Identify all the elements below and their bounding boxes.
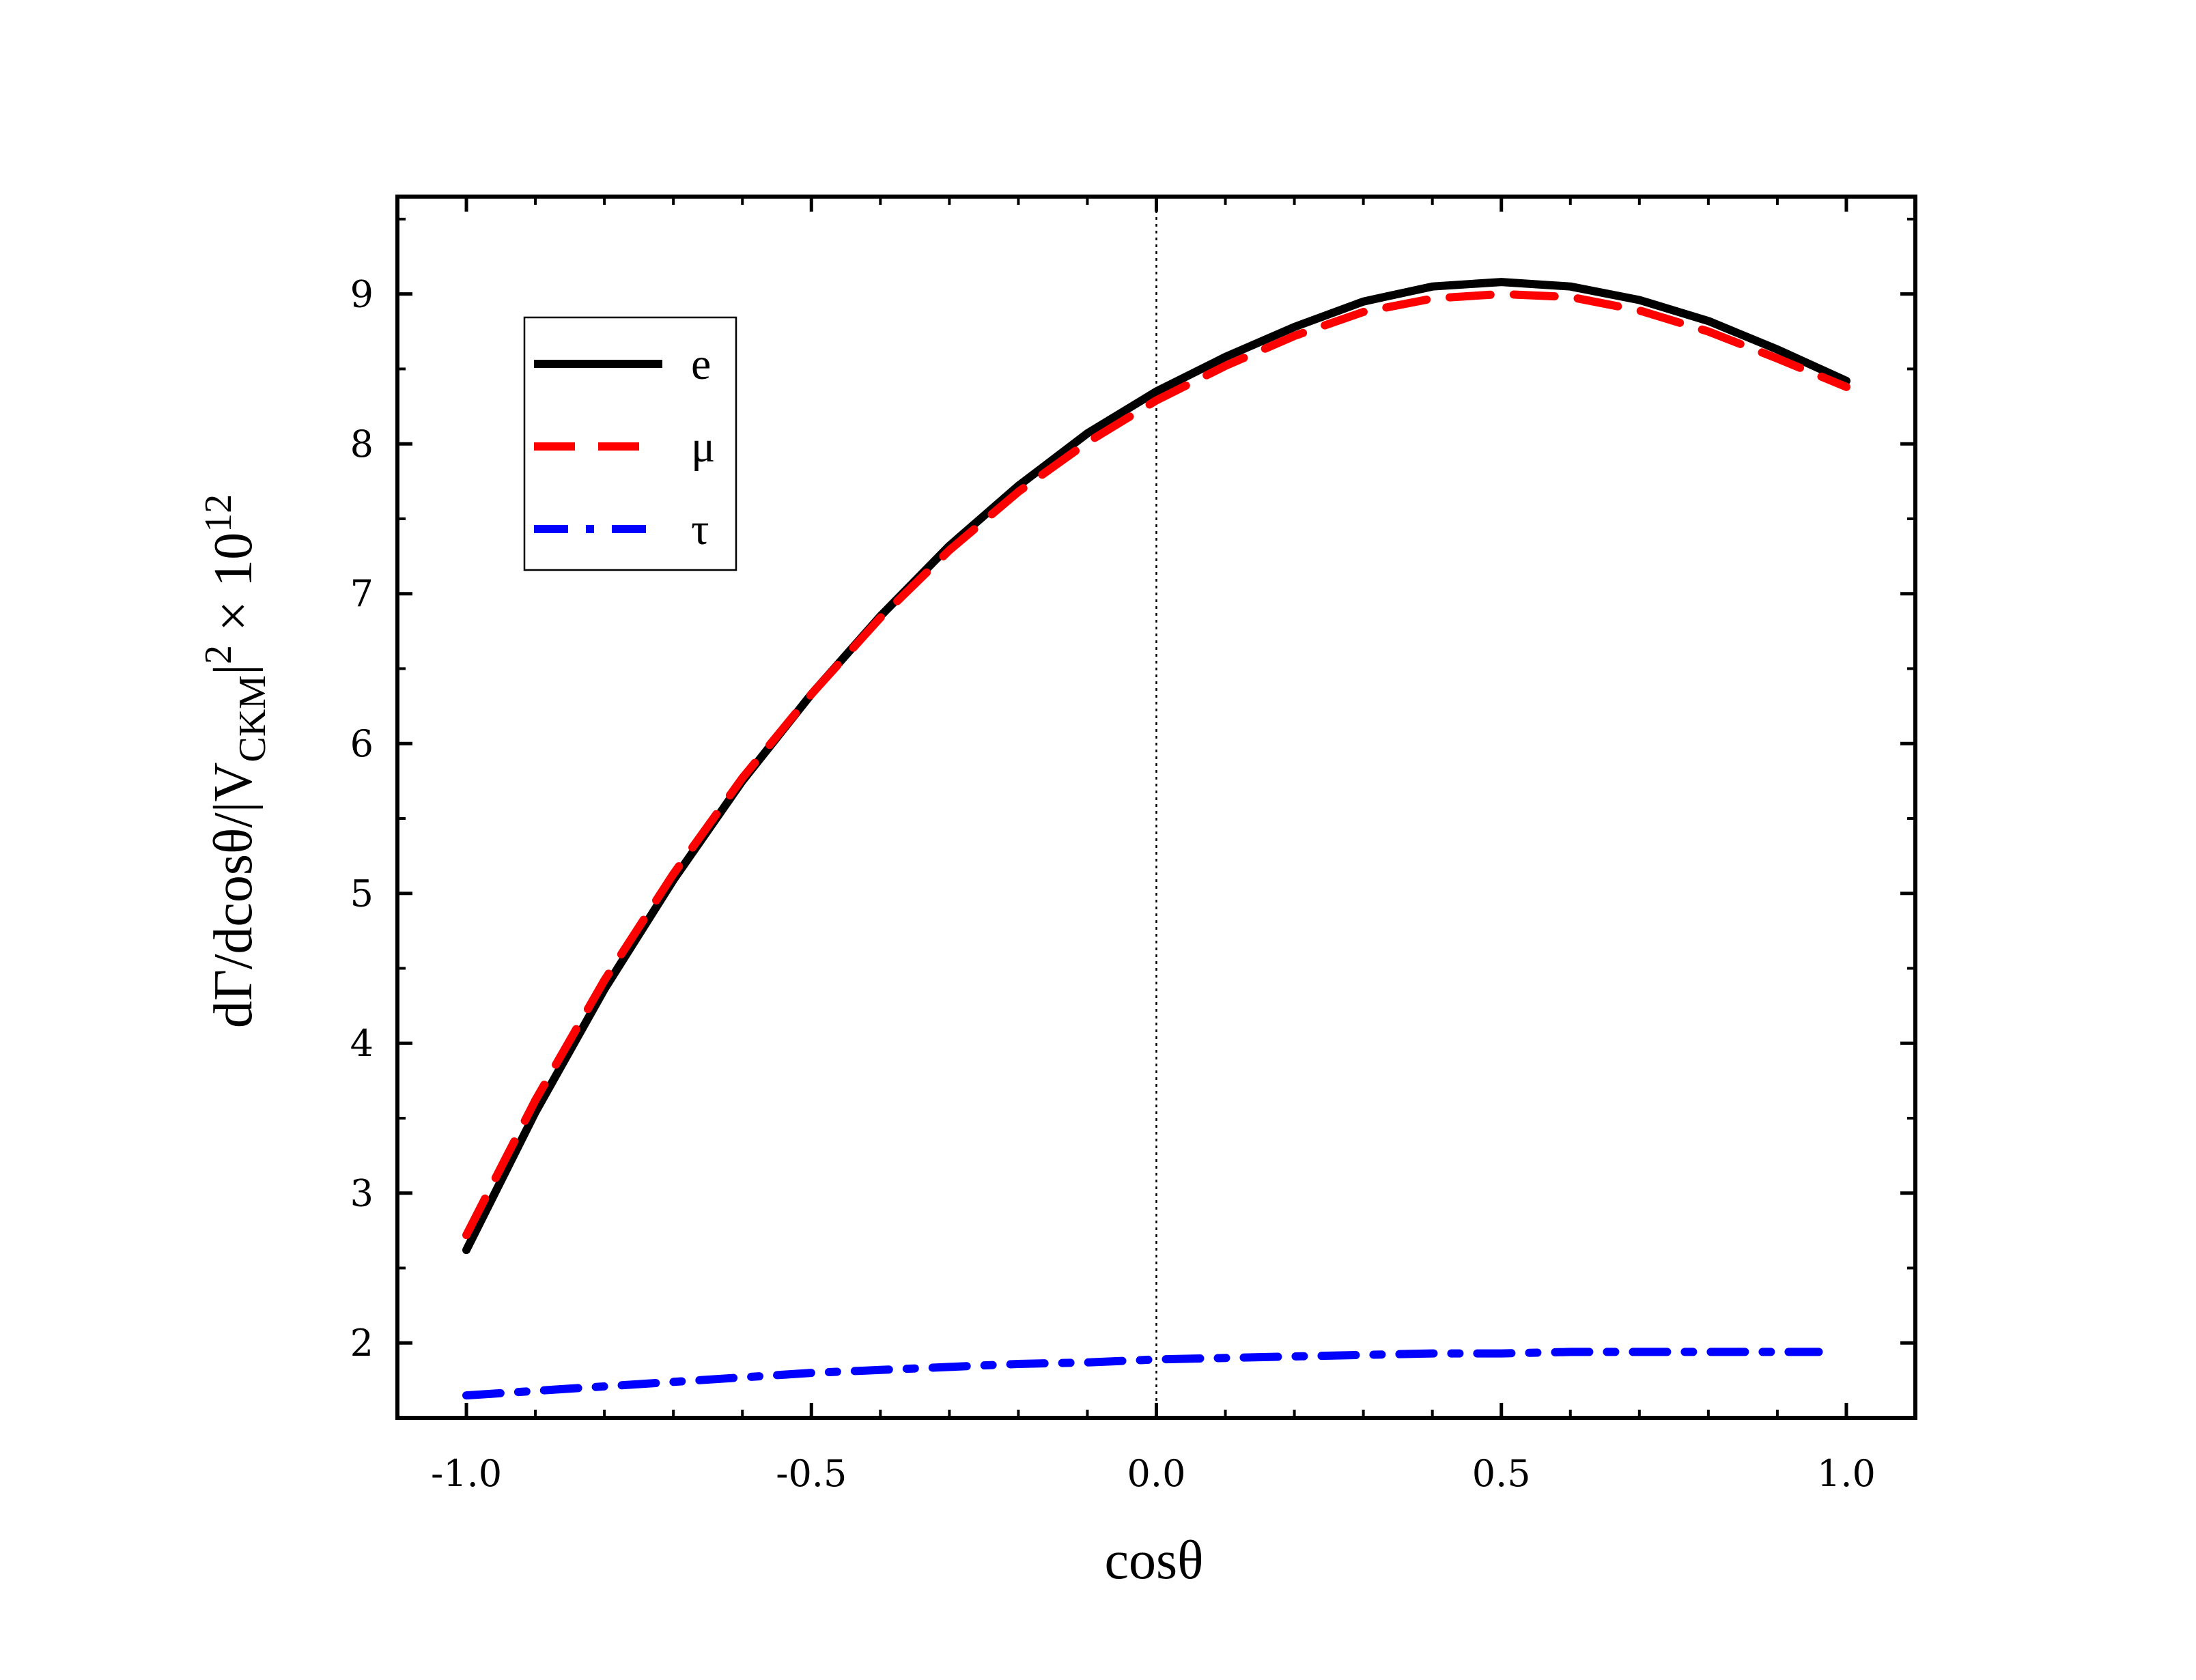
y-tick-label: 5	[350, 872, 374, 915]
y-tick-label: 6	[350, 722, 374, 765]
plot-area	[395, 195, 1917, 1420]
y-tick-labels: 2 3 4 5 6 7 8 9	[350, 273, 374, 1365]
x-tick-label: 0.5	[1472, 1452, 1531, 1495]
x-tick-label: 0.0	[1127, 1452, 1186, 1495]
y-tick-label: 7	[350, 573, 374, 616]
series-layer	[462, 278, 1850, 1400]
y-axis-title-times: × 10	[203, 532, 264, 645]
series-line-2	[462, 289, 1850, 1240]
series-line-3	[462, 1348, 1823, 1400]
y-axis-title-sub: CKM	[231, 675, 274, 763]
legend-label-1: e	[691, 339, 711, 389]
y-axis-title-main: dΓ/dcosθ/|V	[203, 763, 264, 1028]
y-axis-title-tail: |	[203, 664, 264, 675]
ticks-layer	[397, 197, 1915, 1419]
y-tick-label: 9	[350, 273, 374, 316]
x-tick-label: -1.0	[431, 1452, 502, 1495]
x-axis-title: cosθ	[1105, 1530, 1204, 1591]
x-tick-label: 1.0	[1817, 1452, 1876, 1495]
legend: eμτ	[523, 316, 737, 571]
y-tick-label: 2	[350, 1322, 374, 1365]
legend-label-3: τ	[691, 504, 709, 554]
y-axis-title-sup2: 12	[197, 494, 240, 532]
x-tick-label: -0.5	[776, 1452, 847, 1495]
x-tick-labels: -1.0 -0.5 0.0 0.5 1.0	[431, 1452, 1876, 1495]
legend-label-2: μ	[691, 422, 715, 472]
y-tick-label: 8	[350, 423, 374, 466]
y-tick-label: 3	[350, 1172, 374, 1215]
y-tick-label: 4	[350, 1022, 374, 1065]
y-axis-title: dΓ/dcosθ/|VCKM|2 × 1012	[197, 494, 274, 1028]
y-axis-title-sup: 2	[197, 645, 240, 664]
